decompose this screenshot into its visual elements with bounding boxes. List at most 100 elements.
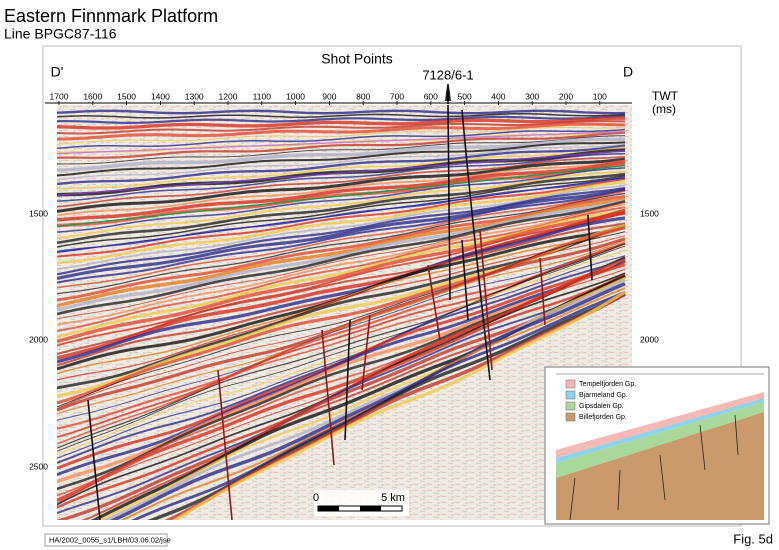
- y-axis-label: (ms): [652, 102, 676, 116]
- shot-point-label: 1100: [253, 91, 272, 101]
- inset-fault: [699, 424, 706, 471]
- reflector: [57, 122, 626, 141]
- reflector: [171, 290, 626, 520]
- reflector: [57, 187, 626, 281]
- reflector: [57, 146, 626, 190]
- reflector: [57, 143, 626, 181]
- shot-point-label: 800: [356, 91, 370, 101]
- reflector: [57, 159, 626, 217]
- legend-swatch: [565, 401, 576, 411]
- shot-point-label: 500: [458, 91, 472, 101]
- shot-point-label: 1300: [185, 91, 204, 101]
- reflector: [57, 190, 626, 289]
- well-symbol: [445, 84, 451, 104]
- reflector: [57, 189, 626, 284]
- shot-point-label: 1600: [83, 91, 102, 101]
- fault: [461, 109, 491, 381]
- reflector: [57, 226, 626, 375]
- reflector: [57, 203, 626, 326]
- shot-point-label: 1700: [50, 91, 69, 101]
- shot-point-label: 100: [593, 91, 607, 101]
- legend-swatch: [565, 412, 576, 422]
- legend-label: Billefjorden Gp.: [579, 414, 627, 421]
- shot-point-label: 1500: [117, 91, 136, 101]
- inset-section: [556, 373, 764, 520]
- reflector: [57, 258, 626, 476]
- shot-point-label: 1400: [151, 91, 170, 101]
- reflector: [57, 141, 626, 177]
- reflector: [57, 225, 626, 381]
- reflector: [57, 210, 626, 344]
- scale-label: 0: [313, 492, 319, 504]
- reflector: [57, 274, 626, 514]
- shot-point-label: 600: [424, 91, 438, 101]
- reflector: [57, 262, 626, 502]
- reflector: [57, 167, 626, 233]
- reflector: [57, 157, 626, 213]
- frame: [42, 45, 742, 527]
- horizon: [57, 150, 626, 196]
- legend-label: Gipsdalen Gp.: [579, 403, 624, 410]
- seismic-section: [57, 105, 626, 520]
- twt-label: 2500: [29, 461, 48, 471]
- fault: [587, 214, 593, 281]
- fault: [479, 229, 493, 371]
- legend-swatch: [565, 390, 576, 400]
- reflector: [57, 160, 626, 222]
- reflector: [57, 180, 626, 265]
- inset-fault: [734, 414, 739, 456]
- reflector: [57, 170, 626, 239]
- reflector: [57, 187, 626, 276]
- fault: [461, 239, 469, 321]
- shot-point-label: 200: [559, 91, 573, 101]
- fault: [87, 399, 101, 520]
- reflector: [102, 278, 626, 520]
- horizon: [57, 177, 626, 254]
- reflector: [57, 109, 626, 115]
- end-label: D: [623, 64, 633, 80]
- reflector: [57, 137, 626, 172]
- reflector: [57, 240, 626, 415]
- inset-layer: [556, 402, 764, 478]
- shot-point-label: 1200: [219, 91, 238, 101]
- well-label: 7128/6-1: [422, 67, 473, 82]
- reflector: [57, 231, 626, 408]
- reflector: [57, 135, 626, 165]
- reflector: [57, 201, 626, 320]
- fault: [539, 257, 546, 326]
- reference: HA/2002_0055_s1/LBH/03.06.02/jse: [49, 535, 171, 544]
- reflector: [57, 197, 626, 308]
- reflector: [57, 116, 625, 130]
- reference-box: [44, 533, 168, 547]
- inset-layers: [556, 392, 764, 520]
- reflector: [57, 255, 626, 459]
- well-path: [447, 105, 451, 301]
- reflector: [57, 131, 626, 159]
- reflector: [57, 174, 626, 248]
- inset-layer: [556, 392, 764, 458]
- fault: [217, 369, 233, 520]
- x-axis-label: Shot Points: [321, 51, 393, 67]
- shot-point-label: 900: [322, 91, 336, 101]
- reflector: [57, 184, 626, 270]
- inset-legend: Tempelfjorden Gp. Bjarmeland Gp. Gipsdalen…: [565, 379, 636, 422]
- inset-fault: [617, 469, 621, 511]
- shot-point-label: 700: [390, 91, 404, 101]
- reflector: [57, 120, 626, 135]
- reflector: [57, 200, 626, 316]
- reflector: [57, 128, 626, 150]
- reflector: [57, 245, 626, 452]
- legend-label: Tempelfjorden Gp.: [579, 381, 636, 388]
- y-axis-label: TWT: [652, 89, 679, 103]
- reflector: [120, 287, 626, 520]
- inset-layer: [556, 398, 764, 463]
- reflector: [57, 243, 626, 449]
- scale-bar: [314, 490, 409, 516]
- reflector: [57, 112, 626, 119]
- reflector: [57, 126, 626, 145]
- horizon: [57, 130, 626, 155]
- shot-point-label: 1000: [286, 91, 305, 101]
- reflector: [109, 282, 626, 520]
- reflector: [57, 268, 626, 504]
